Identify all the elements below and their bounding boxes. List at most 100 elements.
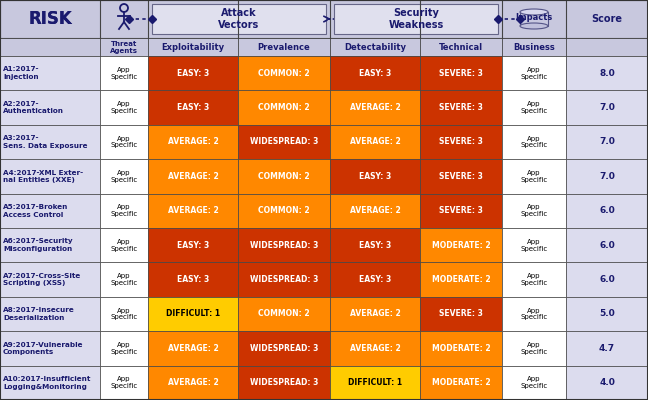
Text: WIDESPREAD: 3: WIDESPREAD: 3	[250, 241, 318, 250]
Text: Impacts: Impacts	[515, 12, 553, 22]
Bar	[0, 228, 100, 262]
Text: App
Specific: App Specific	[520, 273, 548, 286]
Bar	[420, 125, 502, 159]
Bar	[330, 228, 420, 262]
Bar	[148, 366, 238, 400]
Bar	[502, 90, 566, 125]
Text: AVERAGE: 2: AVERAGE: 2	[168, 344, 218, 353]
Bar	[238, 228, 330, 262]
Bar	[502, 366, 566, 400]
Text: RISK: RISK	[28, 10, 72, 28]
Text: SEVERE: 3: SEVERE: 3	[439, 310, 483, 318]
Text: App
Specific: App Specific	[110, 136, 137, 148]
Text: AVERAGE: 2: AVERAGE: 2	[350, 206, 400, 215]
Text: A8:2017-Insecure
Deserialization: A8:2017-Insecure Deserialization	[3, 307, 75, 321]
Bar	[420, 331, 502, 366]
Bar	[100, 194, 148, 228]
Bar	[566, 125, 648, 159]
Text: EASY: 3: EASY: 3	[177, 241, 209, 250]
Text: App
Specific: App Specific	[110, 376, 137, 389]
Text: App
Specific: App Specific	[520, 136, 548, 148]
Bar	[100, 228, 148, 262]
Bar	[566, 194, 648, 228]
Text: COMMON: 2: COMMON: 2	[258, 206, 310, 215]
Bar	[420, 194, 502, 228]
Text: EASY: 3: EASY: 3	[359, 241, 391, 250]
Text: COMMON: 2: COMMON: 2	[258, 310, 310, 318]
Text: Security
Weakness: Security Weakness	[388, 8, 444, 30]
Text: A10:2017-Insufficient
Logging&Monitoring: A10:2017-Insufficient Logging&Monitoring	[3, 376, 91, 390]
Bar	[0, 194, 100, 228]
Bar	[502, 194, 566, 228]
Text: Attack
Vectors: Attack Vectors	[218, 8, 260, 30]
Text: App
Specific: App Specific	[520, 239, 548, 252]
Bar	[148, 297, 238, 331]
Text: 6.0: 6.0	[599, 275, 615, 284]
Bar	[420, 228, 502, 262]
Text: App
Specific: App Specific	[520, 376, 548, 389]
Bar	[566, 366, 648, 400]
Bar	[0, 125, 100, 159]
Text: A4:2017-XML Exter-
nal Entities (XXE): A4:2017-XML Exter- nal Entities (XXE)	[3, 170, 83, 183]
Text: A9:2017-Vulnerable
Components: A9:2017-Vulnerable Components	[3, 342, 84, 355]
Bar	[566, 331, 648, 366]
Bar	[152, 4, 326, 34]
Bar	[238, 331, 330, 366]
Text: Prevalence: Prevalence	[258, 42, 310, 52]
Text: EASY: 3: EASY: 3	[177, 275, 209, 284]
Text: App
Specific: App Specific	[110, 67, 137, 80]
Text: AVERAGE: 2: AVERAGE: 2	[168, 172, 218, 181]
Bar	[566, 56, 648, 90]
Text: App
Specific: App Specific	[110, 273, 137, 286]
Bar	[420, 159, 502, 194]
Text: Score: Score	[592, 14, 623, 24]
Bar	[0, 159, 100, 194]
Bar	[238, 90, 330, 125]
Text: Detectability: Detectability	[344, 42, 406, 52]
Text: App
Specific: App Specific	[520, 67, 548, 80]
Text: EASY: 3: EASY: 3	[359, 172, 391, 181]
Bar	[148, 56, 238, 90]
Bar	[238, 56, 330, 90]
Text: App
Specific: App Specific	[110, 101, 137, 114]
Bar	[502, 56, 566, 90]
Bar	[502, 297, 566, 331]
Text: MODERATE: 2: MODERATE: 2	[432, 241, 491, 250]
Text: DIFFICULT: 1: DIFFICULT: 1	[348, 378, 402, 387]
Text: AVERAGE: 2: AVERAGE: 2	[168, 378, 218, 387]
Text: COMMON: 2: COMMON: 2	[258, 69, 310, 78]
Bar	[238, 125, 330, 159]
Text: 6.0: 6.0	[599, 241, 615, 250]
Bar	[566, 159, 648, 194]
Text: 6.0: 6.0	[599, 206, 615, 215]
Text: RISK: RISK	[28, 10, 72, 28]
Text: App
Specific: App Specific	[520, 101, 548, 114]
Text: Business: Business	[513, 42, 555, 52]
Text: A1:2017-
Injection: A1:2017- Injection	[3, 66, 40, 80]
Bar	[502, 262, 566, 297]
Bar	[330, 90, 420, 125]
Text: SEVERE: 3: SEVERE: 3	[439, 172, 483, 181]
Bar	[238, 262, 330, 297]
Bar	[0, 297, 100, 331]
Bar	[238, 366, 330, 400]
Bar	[0, 38, 648, 56]
Bar	[0, 0, 648, 38]
Bar	[100, 366, 148, 400]
Bar	[148, 331, 238, 366]
Bar	[502, 331, 566, 366]
Text: 7.0: 7.0	[599, 138, 615, 146]
Text: AVERAGE: 2: AVERAGE: 2	[350, 310, 400, 318]
Bar	[100, 262, 148, 297]
Text: 4.7: 4.7	[599, 344, 615, 353]
Text: MODERATE: 2: MODERATE: 2	[432, 378, 491, 387]
Bar	[238, 159, 330, 194]
Bar	[238, 194, 330, 228]
Text: WIDESPREAD: 3: WIDESPREAD: 3	[250, 344, 318, 353]
Bar	[100, 125, 148, 159]
Bar	[502, 125, 566, 159]
Bar	[148, 159, 238, 194]
Ellipse shape	[520, 9, 548, 15]
Bar	[520, 12, 548, 26]
Bar	[502, 228, 566, 262]
